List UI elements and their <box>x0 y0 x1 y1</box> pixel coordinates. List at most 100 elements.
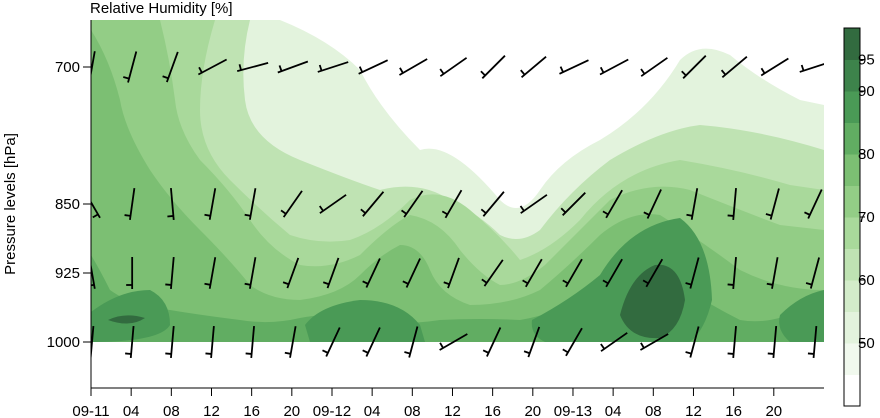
wind-barb <box>236 61 269 73</box>
wind-barb <box>602 258 623 288</box>
wind-barb <box>284 326 297 358</box>
wind-barb <box>441 189 463 219</box>
x-tick-label: 16 <box>725 403 742 418</box>
wind-barb <box>481 259 504 287</box>
wind-barb <box>277 60 309 74</box>
wind-barb <box>401 190 424 218</box>
wind-barb <box>244 188 257 220</box>
wind-barb <box>686 188 699 220</box>
colorbar: 50 60 70 80 90 95 <box>843 27 875 407</box>
y-axis: 700 850 925 1000 <box>47 59 91 351</box>
wind-barb <box>439 333 468 351</box>
wind-barb <box>318 194 347 214</box>
wind-barb <box>126 257 134 289</box>
x-tick-label: 12 <box>203 403 220 418</box>
x-tick-label: 20 <box>524 403 541 418</box>
wind-barb <box>125 325 135 359</box>
wind-barb <box>402 258 421 288</box>
colorbar-swatch <box>844 217 860 249</box>
wind-barb <box>599 58 629 76</box>
wind-barb <box>362 327 381 357</box>
x-tick-label: 09-11 <box>72 403 109 418</box>
colorbar-swatch <box>844 154 860 186</box>
wind-barb <box>523 326 541 358</box>
x-tick-label: 20 <box>765 403 782 418</box>
y-tick-label: 925 <box>55 265 80 282</box>
humidity-contours <box>91 20 824 342</box>
colorbar-tick-label: 90 <box>858 83 875 100</box>
wind-barb <box>520 56 547 78</box>
colorbar-swatch <box>844 59 860 92</box>
x-tick-label: 08 <box>404 403 421 418</box>
wind-barb <box>322 327 341 357</box>
colorbar-tick-label: 70 <box>858 209 875 226</box>
wind-barb <box>443 257 460 289</box>
x-tick-label: 12 <box>685 403 702 418</box>
wind-barb <box>727 256 737 290</box>
wind-barb <box>358 59 389 75</box>
colorbar-tick-label: 80 <box>858 146 875 163</box>
wind-barb <box>643 189 662 219</box>
wind-barb <box>205 325 215 359</box>
wind-barb <box>91 200 101 219</box>
y-tick-label: 850 <box>55 196 80 213</box>
wind-barb <box>362 258 381 288</box>
x-tick-label: 20 <box>283 403 300 418</box>
wind-barb <box>681 55 707 79</box>
wind-barb <box>639 333 669 351</box>
wind-barb <box>562 327 583 357</box>
wind-barb <box>805 257 820 289</box>
contour-99b <box>620 264 685 339</box>
wind-barb <box>640 57 668 77</box>
wind-barb <box>439 57 468 77</box>
x-tick-label: 08 <box>163 403 180 418</box>
colorbar-tick-label: 50 <box>858 335 875 352</box>
wind-barb <box>559 59 589 75</box>
wind-barb <box>519 194 548 214</box>
x-axis: 09-11 04 08 12 16 20 09-12 04 08 12 16 20 09-13 04 08 1… <box>72 388 782 418</box>
wind-barb <box>280 190 303 218</box>
wind-barb <box>807 325 818 359</box>
wind-barb <box>562 258 583 288</box>
wind-barb <box>204 257 217 289</box>
wind-barb <box>799 63 824 73</box>
x-tick-label: 09-13 <box>554 403 592 418</box>
contour-95d <box>779 290 824 342</box>
wind-barb <box>600 332 628 352</box>
colorbar-swatch <box>844 343 860 375</box>
contour-95b <box>305 300 425 342</box>
wind-barb <box>602 189 623 219</box>
wind-barb <box>727 187 737 221</box>
wind-barb <box>399 58 428 76</box>
wind-barb <box>360 191 385 217</box>
wind-barb <box>245 325 255 359</box>
colorbar-tick-label: 60 <box>858 272 875 289</box>
wind-barb <box>165 256 175 290</box>
wind-barb <box>317 61 349 73</box>
wind-barb <box>162 51 179 83</box>
wind-barb <box>642 258 664 288</box>
wind-barb <box>767 325 778 359</box>
x-tick-label: 09-12 <box>313 403 351 418</box>
wind-barbs <box>91 51 824 359</box>
colorbar-swatch <box>844 91 860 123</box>
chart-title: Relative Humidity [%] <box>90 0 233 17</box>
wind-barb <box>480 55 506 79</box>
wind-barb <box>167 187 175 221</box>
colorbar-swatch <box>844 311 860 344</box>
x-tick-label: 16 <box>243 403 260 418</box>
wind-barb <box>804 189 823 219</box>
wind-barb <box>480 191 505 217</box>
x-tick-label: 04 <box>364 403 381 418</box>
colorbar-swatch <box>844 185 860 218</box>
wind-barb <box>197 58 228 76</box>
wind-barb <box>282 257 300 289</box>
colorbar-swatch <box>844 280 860 312</box>
y-tick-label: 700 <box>55 59 80 76</box>
wind-barb <box>685 326 700 358</box>
y-tick-label: 1000 <box>47 334 80 351</box>
colorbar-swatch <box>844 28 860 60</box>
contour-99a <box>108 315 145 324</box>
wind-barb <box>124 188 136 220</box>
